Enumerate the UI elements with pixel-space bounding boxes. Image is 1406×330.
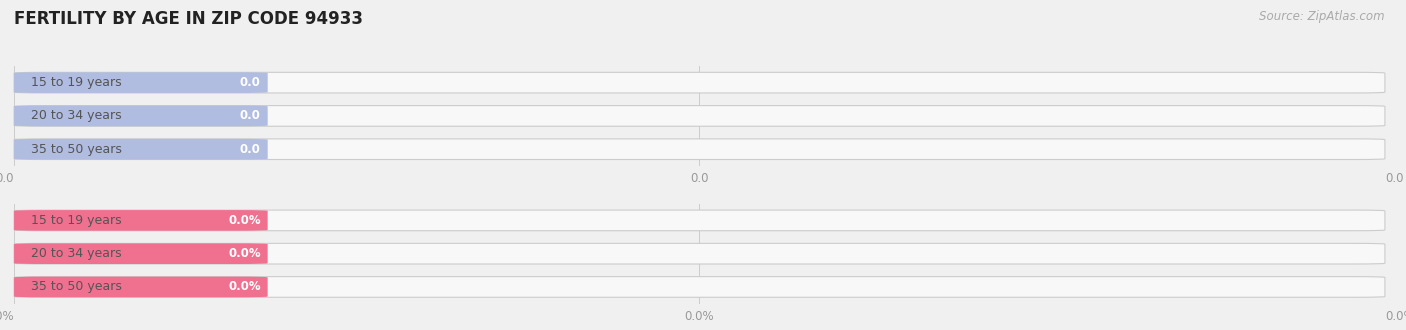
Text: 0.0%: 0.0% bbox=[0, 310, 14, 323]
FancyBboxPatch shape bbox=[14, 106, 267, 126]
FancyBboxPatch shape bbox=[14, 139, 1385, 159]
Text: 0.0: 0.0 bbox=[240, 76, 262, 89]
Text: 0.0: 0.0 bbox=[1385, 172, 1403, 185]
FancyBboxPatch shape bbox=[14, 243, 267, 264]
Text: 0.0: 0.0 bbox=[690, 172, 709, 185]
Text: 35 to 50 years: 35 to 50 years bbox=[31, 143, 121, 156]
Text: 0.0%: 0.0% bbox=[228, 247, 262, 260]
Text: 0.0%: 0.0% bbox=[685, 310, 714, 323]
FancyBboxPatch shape bbox=[14, 243, 1385, 264]
Text: 0.0%: 0.0% bbox=[1385, 310, 1406, 323]
FancyBboxPatch shape bbox=[14, 139, 267, 159]
Text: Source: ZipAtlas.com: Source: ZipAtlas.com bbox=[1260, 10, 1385, 23]
Text: 0.0: 0.0 bbox=[0, 172, 14, 185]
FancyBboxPatch shape bbox=[14, 277, 267, 297]
Text: 0.0: 0.0 bbox=[240, 110, 262, 122]
FancyBboxPatch shape bbox=[14, 210, 1385, 231]
Text: 0.0%: 0.0% bbox=[228, 214, 262, 227]
Text: 0.0%: 0.0% bbox=[228, 280, 262, 293]
Text: 35 to 50 years: 35 to 50 years bbox=[31, 280, 121, 293]
FancyBboxPatch shape bbox=[14, 210, 267, 231]
Text: 20 to 34 years: 20 to 34 years bbox=[31, 247, 121, 260]
Text: 15 to 19 years: 15 to 19 years bbox=[31, 214, 121, 227]
Text: 20 to 34 years: 20 to 34 years bbox=[31, 110, 121, 122]
FancyBboxPatch shape bbox=[14, 106, 1385, 126]
Text: FERTILITY BY AGE IN ZIP CODE 94933: FERTILITY BY AGE IN ZIP CODE 94933 bbox=[14, 10, 363, 28]
FancyBboxPatch shape bbox=[14, 72, 267, 93]
FancyBboxPatch shape bbox=[14, 72, 1385, 93]
Text: 15 to 19 years: 15 to 19 years bbox=[31, 76, 121, 89]
Text: 0.0: 0.0 bbox=[240, 143, 262, 156]
FancyBboxPatch shape bbox=[14, 277, 1385, 297]
